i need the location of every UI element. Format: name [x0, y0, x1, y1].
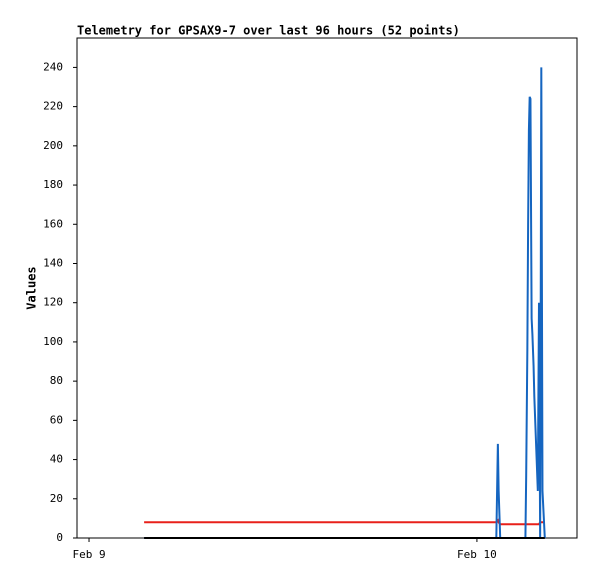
- y-tick-label: 20: [50, 492, 63, 505]
- chart-title: Telemetry for GPSAX9-7 over last 96 hour…: [77, 24, 460, 38]
- y-tick-label: 240: [43, 60, 63, 73]
- y-tick-label: 40: [50, 453, 63, 466]
- y-tick-label: 180: [43, 178, 63, 191]
- x-tick-label: Feb 10: [457, 548, 497, 561]
- x-tick-label: Feb 9: [72, 548, 105, 561]
- y-tick-label: 140: [43, 256, 63, 269]
- y-tick-label: 220: [43, 100, 63, 113]
- y-tick-label: 80: [50, 374, 63, 387]
- y-tick-label: 120: [43, 296, 63, 309]
- y-tick-label: 60: [50, 413, 63, 426]
- y-tick-label: 0: [56, 531, 63, 544]
- y-tick-label: 100: [43, 335, 63, 348]
- y-tick-label: 160: [43, 217, 63, 230]
- series-line: [144, 518, 545, 526]
- y-axis-label: Values: [25, 266, 39, 309]
- y-tick-label: 200: [43, 139, 63, 152]
